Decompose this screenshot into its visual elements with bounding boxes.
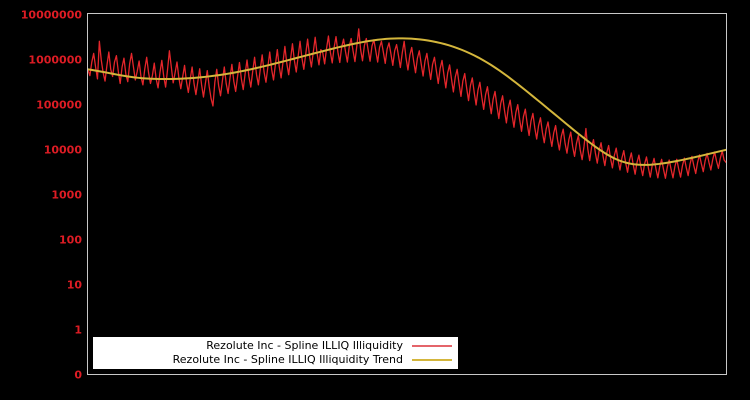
y-tick-label: 0 bbox=[74, 368, 82, 382]
plot-area bbox=[87, 13, 727, 375]
legend-item-illiquidity: Rezolute Inc - Spline ILLIQ Illiquidity bbox=[97, 339, 452, 353]
y-tick-label: 10000 bbox=[43, 143, 82, 157]
chart-canvas bbox=[88, 28, 726, 179]
legend-line-swatch-icon bbox=[412, 345, 452, 347]
legend-item-illiquidity-trend: Rezolute Inc - Spline ILLIQ Illiquidity … bbox=[97, 353, 452, 367]
legend-label: Rezolute Inc - Spline ILLIQ Illiquidity … bbox=[172, 353, 403, 366]
chart-legend: Rezolute Inc - Spline ILLIQ Illiquidity … bbox=[93, 337, 458, 369]
y-tick-label: 1000000 bbox=[28, 53, 82, 67]
legend-label: Rezolute Inc - Spline ILLIQ Illiquidity bbox=[206, 339, 403, 352]
y-tick-label: 10000000 bbox=[20, 8, 82, 22]
legend-line-swatch-icon bbox=[412, 359, 452, 361]
series-illiquidity-trend-line bbox=[88, 37, 726, 166]
y-tick-label: 1000 bbox=[51, 188, 82, 202]
y-axis-tick-labels: 10000000 1000000 100000 10000 1000 100 1… bbox=[0, 0, 82, 400]
y-tick-label: 1 bbox=[74, 323, 82, 337]
y-tick-label: 10 bbox=[66, 278, 82, 292]
y-tick-label: 100 bbox=[59, 233, 82, 247]
series-illiquidity-line bbox=[88, 28, 726, 179]
y-tick-label: 100000 bbox=[36, 98, 82, 112]
